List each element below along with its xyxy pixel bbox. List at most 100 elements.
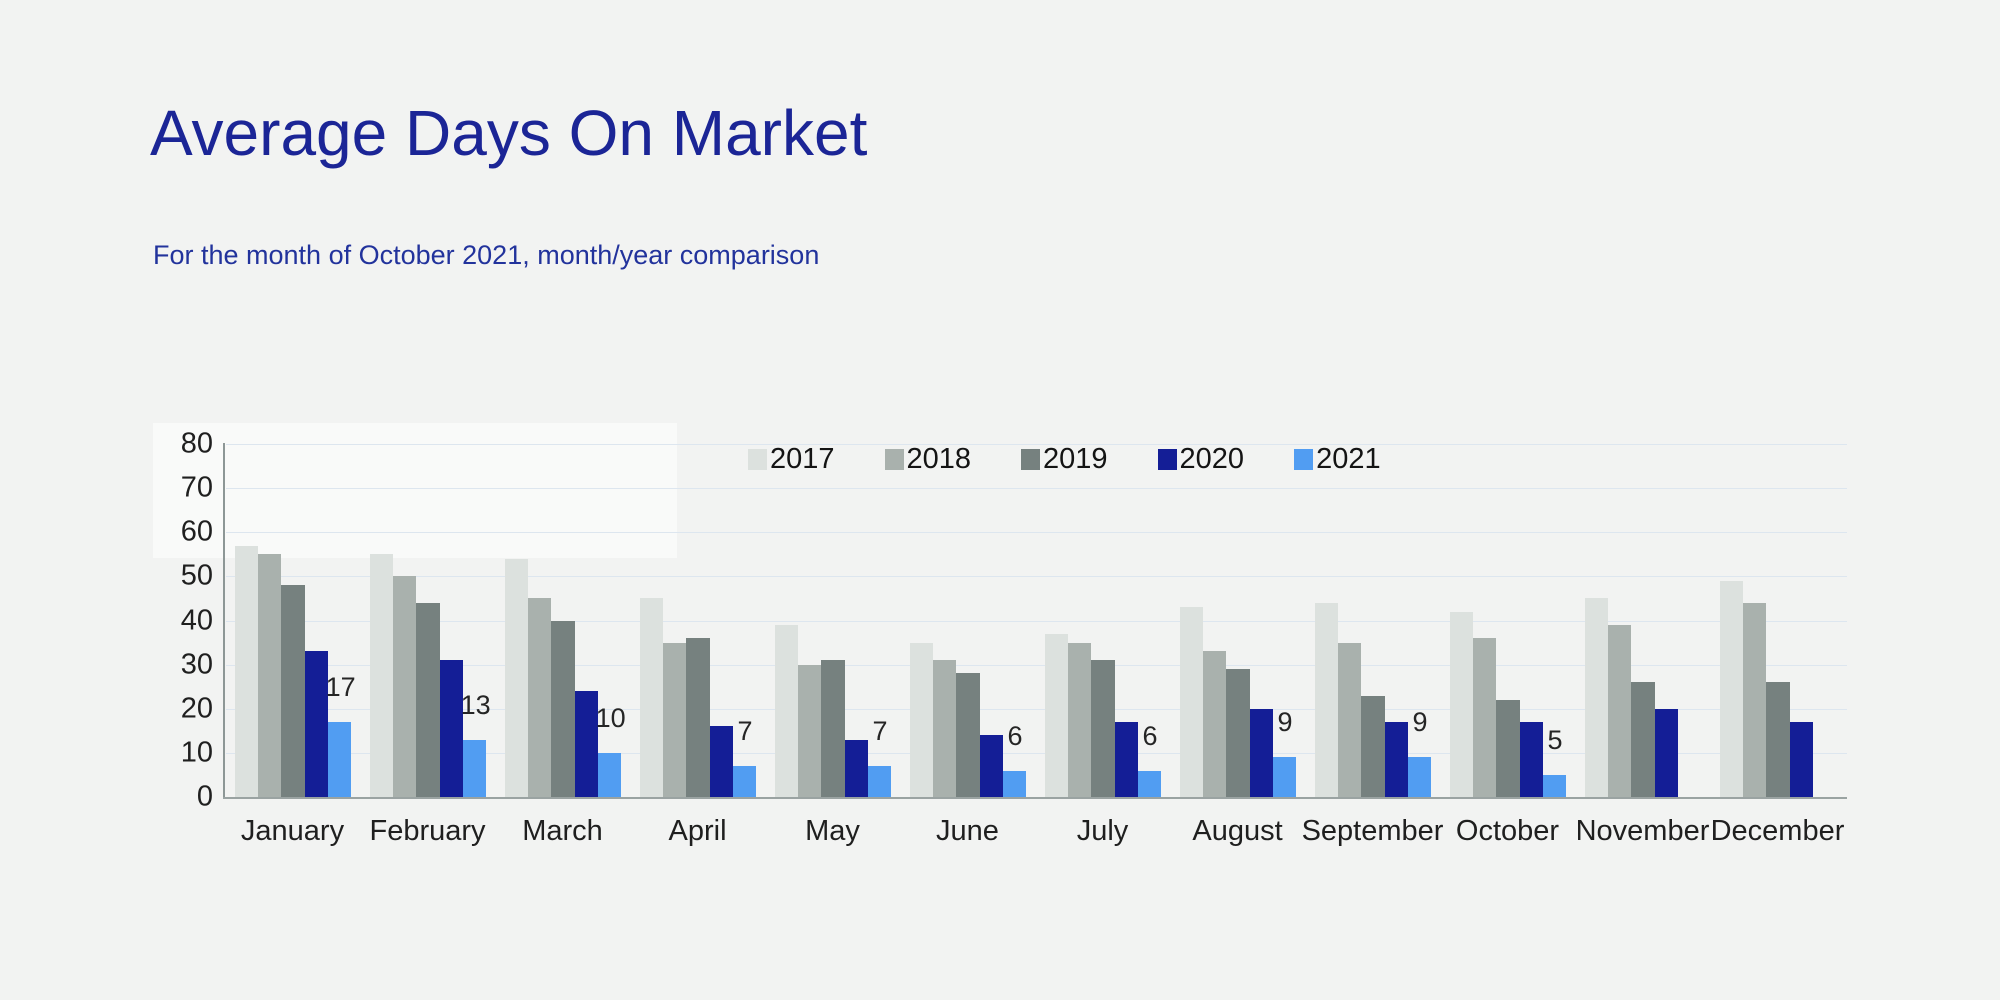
bar-slot-2019	[1361, 444, 1385, 797]
bar-2021-october	[1542, 774, 1567, 797]
bar-2018-june	[933, 660, 957, 797]
bar-slots: 6	[910, 444, 1027, 797]
bar-slot-2020	[1654, 444, 1678, 797]
bar-slots: 9	[1180, 444, 1297, 797]
data-label-august-2021: 9	[1277, 707, 1293, 738]
bar-slot-2018	[798, 444, 822, 797]
data-label-january-2021: 17	[325, 672, 356, 702]
y-axis-tick-10: 10	[180, 736, 213, 769]
bar-slots: 6	[1045, 444, 1162, 797]
bar-slot-2020	[1789, 444, 1813, 797]
x-axis-label-october: October	[1455, 815, 1560, 847]
bar-2021-april	[732, 766, 757, 797]
gridline-20	[226, 708, 1847, 710]
legend-swatch-2017	[748, 448, 767, 470]
bar-2017-july	[1045, 633, 1069, 797]
bar-2020-july	[1114, 722, 1138, 797]
bar-slots: 5	[1450, 444, 1567, 797]
bar-slot-2020	[979, 444, 1003, 797]
bar-2018-may	[798, 664, 822, 797]
bar-slot-2017	[370, 444, 394, 797]
legend-item-2020: 2020	[1157, 442, 1245, 476]
bar-2020-april	[709, 726, 733, 797]
bar-slot-2021	[1678, 444, 1701, 797]
bar-slot-2021: 9	[1407, 444, 1432, 797]
bar-2017-november	[1585, 598, 1609, 797]
x-axis-label-december: December	[1710, 815, 1845, 847]
bar-slot-2018	[1338, 444, 1362, 797]
bar-2020-october	[1519, 722, 1543, 797]
gridline-50	[226, 576, 1847, 578]
bar-2019-july	[1091, 660, 1115, 797]
bar-2021-january	[327, 722, 352, 797]
bar-2018-september	[1338, 642, 1362, 797]
bar-2020-march	[574, 691, 598, 797]
bar-2021-september	[1407, 757, 1432, 797]
bar-2021-june	[1002, 770, 1027, 797]
bar-slot-2020	[1249, 444, 1273, 797]
bar-slot-2017	[1315, 444, 1339, 797]
x-axis-label-january: January	[240, 815, 345, 847]
bar-slot-2018	[933, 444, 957, 797]
bar-slot-2017	[1450, 444, 1474, 797]
bar-slot-2018	[393, 444, 417, 797]
bar-2020-january	[304, 651, 328, 797]
bar-slot-2021: 7	[732, 444, 757, 797]
legend-item-2017: 2017	[748, 443, 835, 476]
chart-title: Average Days On Market	[150, 97, 868, 169]
bar-2017-february	[370, 554, 394, 797]
legend-label-2021: 2021	[1316, 442, 1381, 475]
bar-2020-december	[1789, 722, 1813, 797]
bar-slots: 9	[1315, 444, 1432, 797]
data-label-february-2021: 13	[460, 689, 491, 720]
bar-2017-august	[1180, 607, 1204, 797]
chart-legend: 2017 2018 2019 2020 2021	[748, 442, 1381, 476]
bar-slots	[1585, 444, 1701, 797]
bar-slot-2018	[1068, 444, 1092, 797]
bar-2020-august	[1249, 708, 1273, 797]
bar-slot-2021: 10	[596, 444, 626, 797]
bar-group-may: 7 May	[765, 444, 900, 847]
bar-slot-2020	[709, 444, 733, 797]
gridline-80	[226, 444, 1847, 445]
bar-2017-january	[235, 545, 259, 797]
bar-slot-2021	[1813, 444, 1836, 797]
bar-slots: 17	[235, 444, 356, 797]
bar-slot-2019	[416, 444, 440, 797]
y-axis-tick-70: 70	[180, 471, 213, 504]
bar-2020-september	[1384, 722, 1408, 797]
bar-slot-2017	[235, 444, 259, 797]
bar-slot-2021: 7	[867, 444, 892, 797]
bar-slot-2017	[1045, 444, 1069, 797]
plot-area: 0 10 20 30 40 50 60 70 80 17 January 13 February 10 Ma…	[181, 428, 1847, 847]
bar-2017-march	[505, 558, 529, 797]
bar-slot-2019	[1226, 444, 1250, 797]
bar-2019-march	[551, 620, 575, 797]
bar-slot-2021: 17	[326, 444, 356, 797]
data-label-march-2021: 10	[595, 702, 626, 733]
bar-2019-february	[416, 602, 440, 797]
bar-2019-january	[281, 585, 305, 797]
bar-group-april: 7 April	[630, 444, 765, 847]
gridline-70	[226, 488, 1847, 490]
bar-2021-march	[597, 752, 622, 797]
x-axis-label-september: September	[1301, 815, 1444, 847]
bar-2019-june	[956, 673, 980, 797]
bar-group-july: 6 July	[1035, 444, 1170, 847]
legend-swatch-2021	[1294, 448, 1314, 470]
bar-slot-2020	[304, 444, 328, 797]
bar-2019-august	[1226, 669, 1250, 797]
x-axis-label-july: July	[1076, 815, 1129, 847]
bar-2020-june	[979, 735, 1003, 797]
bar-slot-2020	[1114, 444, 1138, 797]
bar-slot-2018	[1203, 444, 1227, 797]
bar-slot-2017	[1720, 444, 1744, 797]
gridline-10	[226, 752, 1847, 754]
bar-2018-august	[1203, 651, 1227, 797]
legend-label-2020: 2020	[1179, 442, 1245, 475]
x-axis-label-june: June	[936, 815, 999, 847]
bar-slot-2021: 6	[1137, 444, 1162, 797]
legend-item-2019: 2019	[1021, 443, 1108, 476]
y-axis-tick-20: 20	[180, 692, 213, 725]
bar-slot-2018	[258, 444, 282, 797]
